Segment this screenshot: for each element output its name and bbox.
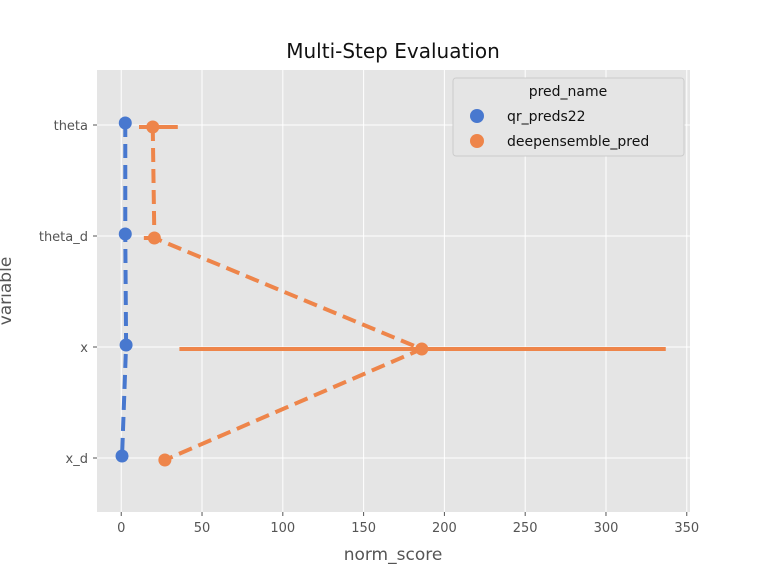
x-tick-label: 100 xyxy=(270,521,295,536)
legend: pred_name qr_preds22 deepensemble_pred xyxy=(452,77,685,157)
legend-frame xyxy=(452,77,685,157)
series-deepensemble-pred xyxy=(139,120,666,467)
y-axis-label: variable xyxy=(0,257,16,326)
chart-title: Multi-Step Evaluation xyxy=(286,39,500,63)
y-tick-label-theta_d: theta_d xyxy=(39,230,88,245)
point-deepensemble-pred-theta_d xyxy=(147,231,161,245)
x-tick-label: 150 xyxy=(351,521,376,536)
x-tick-label: 0 xyxy=(117,521,125,536)
y-tick-label-x_d: x_d xyxy=(66,452,88,467)
legend-title: pred_name xyxy=(529,84,608,100)
legend-marker-qr-preds22 xyxy=(470,109,484,123)
series-line-qr-preds22 xyxy=(120,123,129,457)
series-qr-preds22 xyxy=(115,116,133,463)
point-deepensemble-pred-x xyxy=(415,342,429,356)
x-tick-label: 300 xyxy=(594,521,619,536)
y-tick-label-theta: theta xyxy=(54,119,88,134)
point-qr-preds22-x xyxy=(119,338,133,352)
x-tick-label: 200 xyxy=(432,521,457,536)
legend-label-deepensemble-pred: deepensemble_pred xyxy=(507,134,649,150)
x-axis-label: norm_score xyxy=(344,545,443,565)
x-tick-label: 50 xyxy=(194,521,211,536)
point-deepensemble-pred-x_d xyxy=(158,453,172,467)
legend-label-qr-preds22: qr_preds22 xyxy=(507,109,586,125)
series-layer xyxy=(115,116,666,467)
point-deepensemble-pred-theta xyxy=(146,120,160,134)
x-tick-label: 250 xyxy=(513,521,538,536)
y-tick-label-x: x xyxy=(80,341,88,356)
series-line-deepensemble-pred xyxy=(150,126,427,462)
point-qr-preds22-theta xyxy=(118,116,132,130)
x-tick-label: 350 xyxy=(674,521,699,536)
legend-marker-deepensemble-pred xyxy=(470,134,484,148)
axis-ticks: 0 50 100 150 200 250 300 350 theta theta_dx x_d xyxy=(39,119,699,536)
point-qr-preds22-theta_d xyxy=(118,227,132,241)
point-qr-preds22-x_d xyxy=(115,449,129,463)
